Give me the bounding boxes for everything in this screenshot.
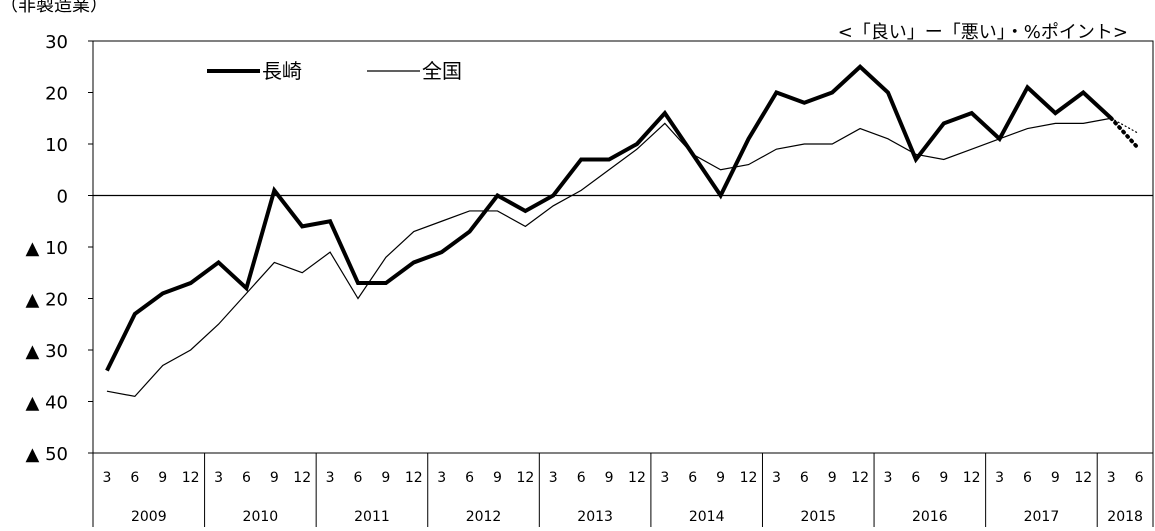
x-year-label: 2010	[243, 509, 279, 525]
x-tick-label: 3	[1107, 470, 1116, 486]
x-tick-label: 9	[605, 470, 614, 486]
unit-note: <「良い」ー「悪い」・%ポイント>	[838, 22, 1128, 43]
series-forecast-1	[1109, 116, 1142, 152]
x-tick-label: 12	[405, 470, 423, 486]
x-tick-label: 6	[577, 470, 586, 486]
x-tick-label: 6	[1135, 470, 1144, 486]
x-tick-label: 3	[660, 470, 669, 486]
x-tick-label: 9	[716, 470, 725, 486]
x-tick-label: 6	[242, 470, 251, 486]
y-tick-label: ▲ 30	[26, 341, 68, 362]
y-tick-label: 30	[45, 32, 68, 53]
x-tick-label: 12	[293, 470, 311, 486]
series-forecast-2	[1110, 117, 1140, 135]
x-tick-label: 9	[828, 470, 837, 486]
x-year-label: 2016	[912, 509, 948, 525]
x-year-label: 2012	[466, 509, 502, 525]
x-tick-label: 6	[354, 470, 363, 486]
x-tick-label: 9	[493, 470, 502, 486]
x-tick-label: 3	[884, 470, 893, 486]
y-tick-label: 20	[45, 84, 68, 105]
x-year-label: 2013	[577, 509, 613, 525]
y-tick-label: 0	[57, 187, 68, 208]
x-year-label: 2014	[689, 509, 725, 525]
y-tick-label: ▲ 40	[26, 393, 68, 414]
x-tick-label: 3	[326, 470, 335, 486]
x-tick-label: 3	[102, 470, 111, 486]
x-tick-label: 6	[800, 470, 809, 486]
x-tick-label: 12	[1074, 470, 1092, 486]
x-year-label: 2017	[1024, 509, 1060, 525]
x-year-label: 2011	[354, 509, 390, 525]
series-line-1	[105, 64, 1113, 372]
x-tick-label: 3	[772, 470, 781, 486]
x-tick-label: 9	[939, 470, 948, 486]
x-tick-label: 12	[740, 470, 758, 486]
x-tick-label: 3	[437, 470, 446, 486]
x-tick-label: 6	[465, 470, 474, 486]
x-tick-label: 6	[688, 470, 697, 486]
x-year-label: 2009	[131, 509, 167, 525]
x-tick-label: 12	[516, 470, 534, 486]
x-tick-label: 12	[963, 470, 981, 486]
x-year-label: 2015	[800, 509, 836, 525]
legend-label-1: 長崎	[262, 59, 302, 83]
x-tick-label: 12	[851, 470, 869, 486]
x-tick-label: 6	[130, 470, 139, 486]
x-tick-label: 3	[549, 470, 558, 486]
x-tick-label: 12	[628, 470, 646, 486]
x-tick-label: 9	[1051, 470, 1060, 486]
y-tick-label: ▲ 50	[26, 444, 68, 465]
x-tick-label: 3	[995, 470, 1004, 486]
x-tick-label: 9	[270, 470, 279, 486]
x-tick-label: 6	[1023, 470, 1032, 486]
legend-label-2: 全国	[422, 59, 462, 83]
x-tick-label: 12	[182, 470, 200, 486]
y-tick-label: 10	[45, 135, 68, 156]
x-year-label: 2018	[1107, 509, 1143, 525]
legend: 長崎 全国	[207, 59, 462, 83]
chart-subtitle: （非製造業）	[0, 0, 108, 16]
y-tick-label: ▲ 10	[26, 238, 68, 259]
y-tick-label: ▲ 20	[26, 290, 68, 311]
x-tick-label: 3	[214, 470, 223, 486]
plot-area-frame	[92, 40, 1154, 454]
series-line-2	[106, 117, 1112, 398]
x-tick-label: 9	[158, 470, 167, 486]
x-tick-label: 6	[911, 470, 920, 486]
series-layer	[105, 64, 1142, 398]
x-tick-label: 9	[381, 470, 390, 486]
